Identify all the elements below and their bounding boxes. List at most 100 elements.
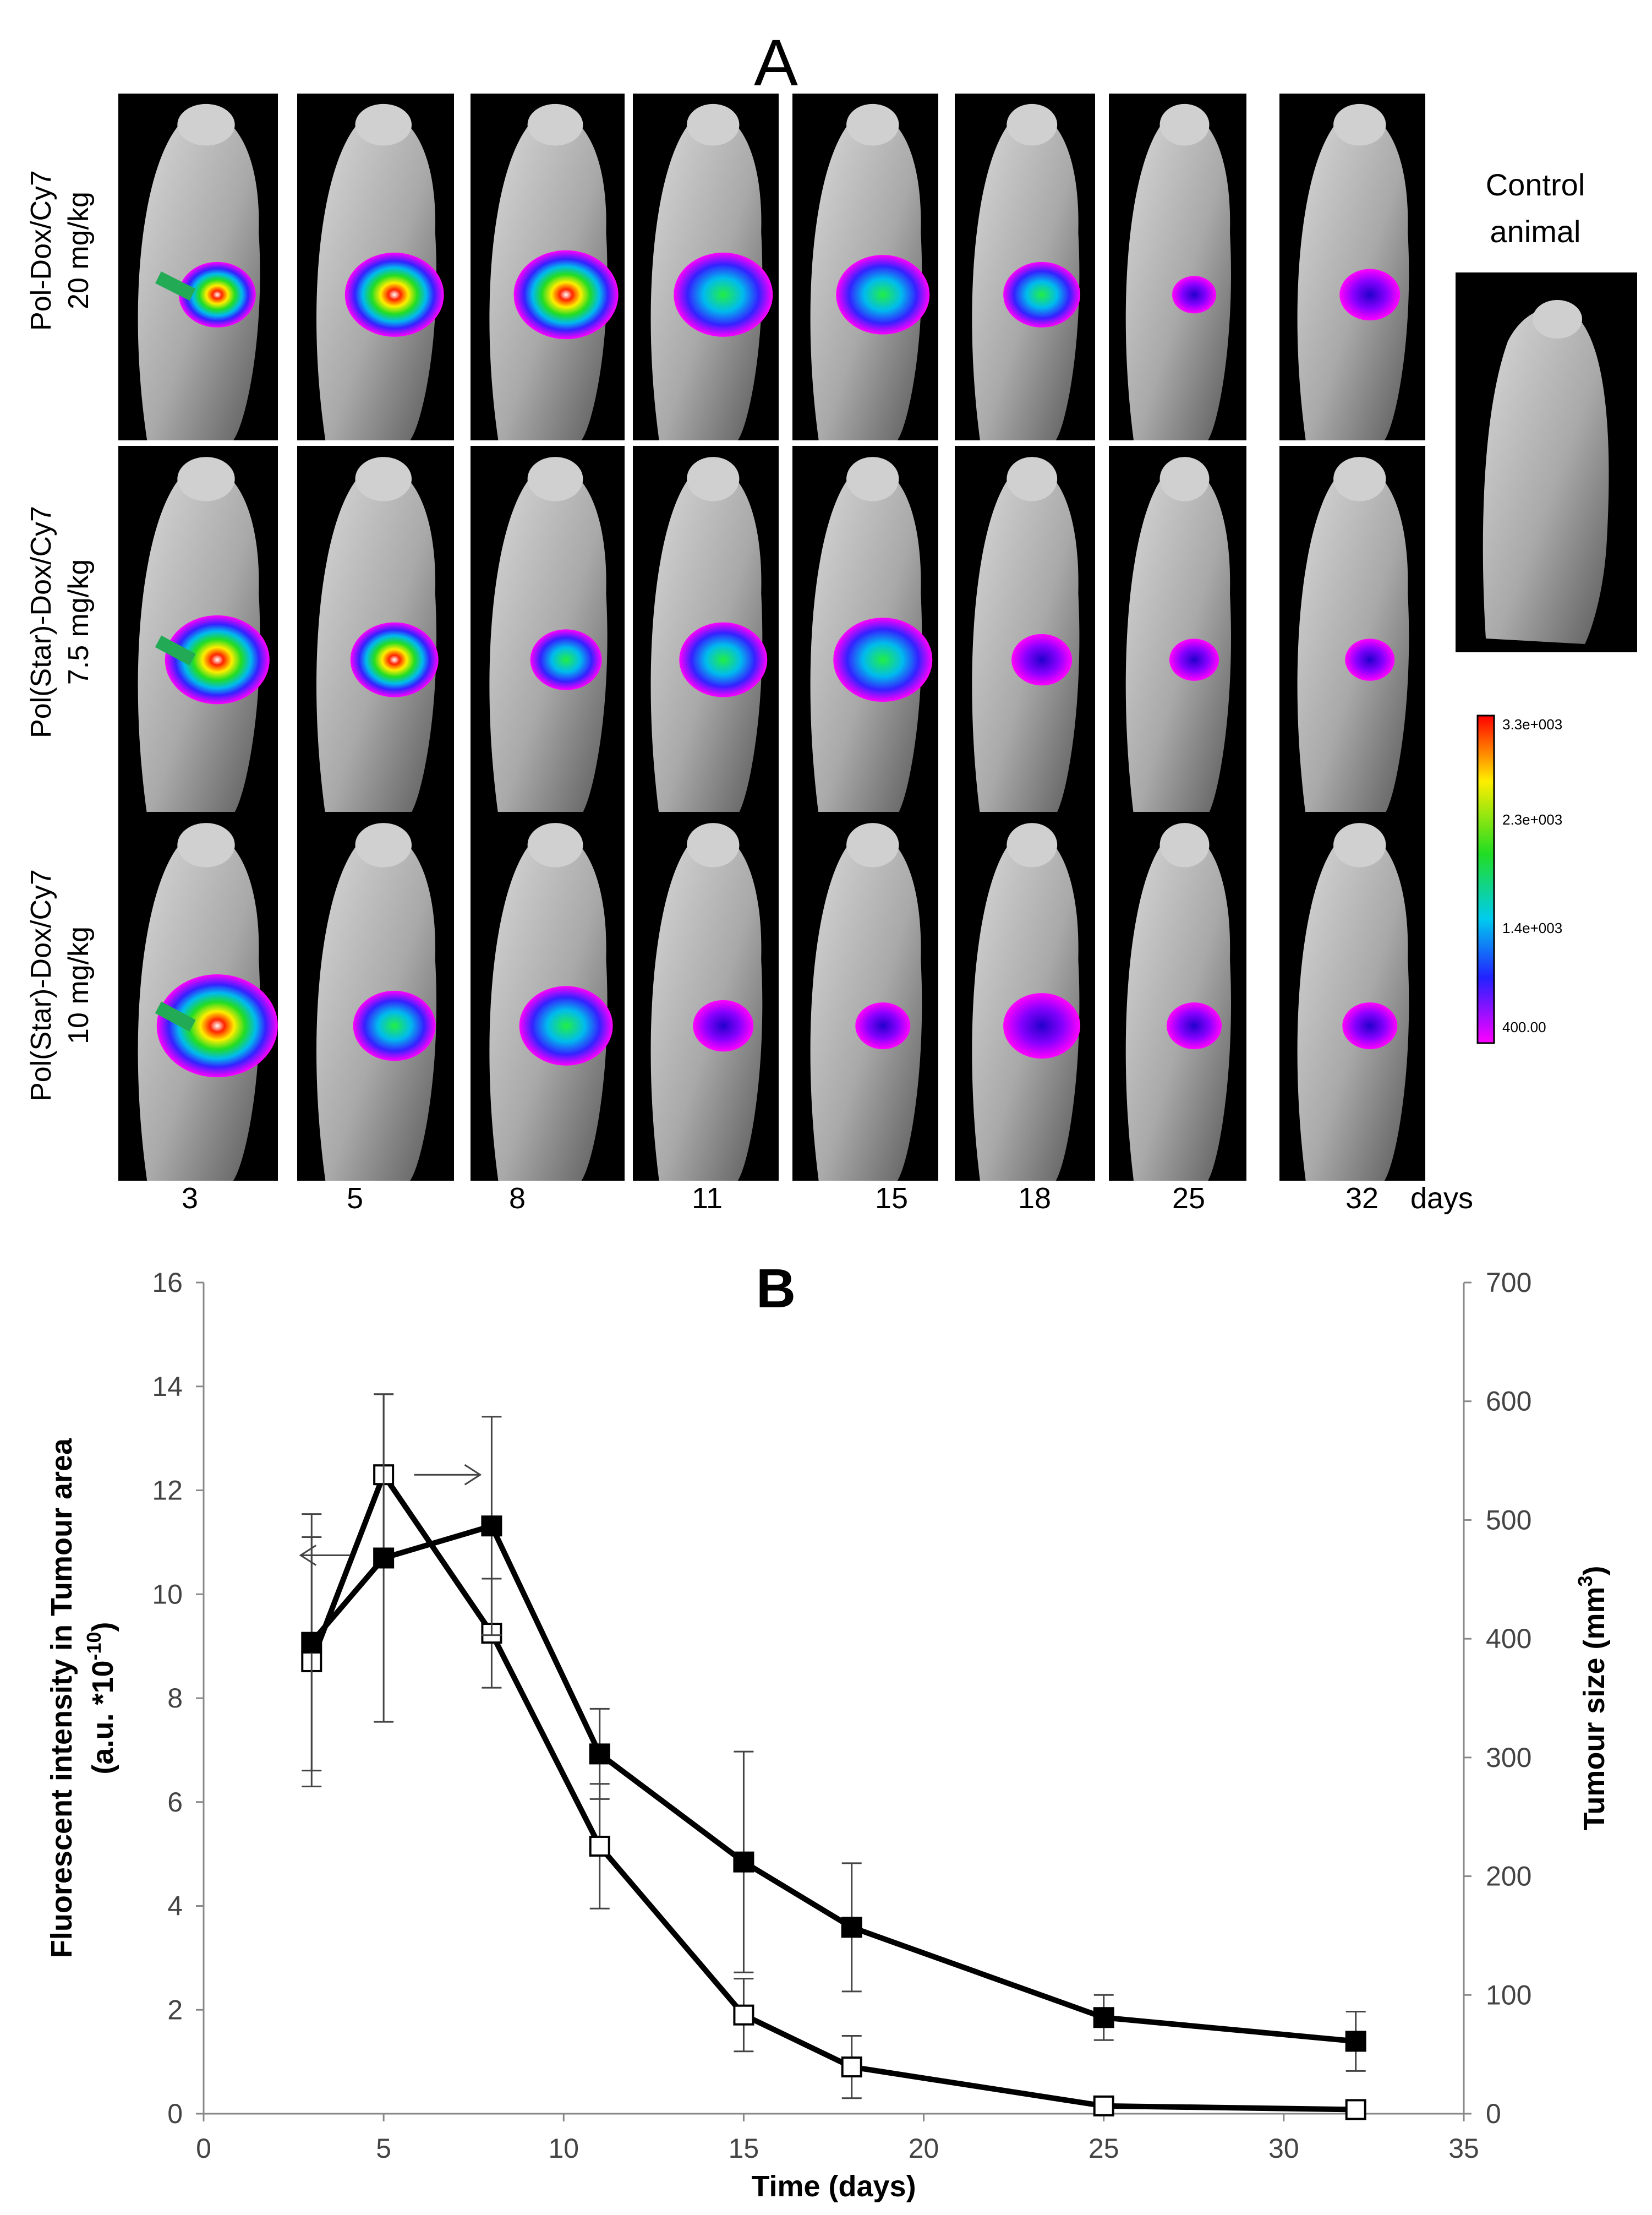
tumour-signal bbox=[1342, 1002, 1398, 1050]
axis-indicator-arrow-right bbox=[414, 1464, 482, 1486]
row-label-3-line1: Pol(Star)-Dox/Cy7 bbox=[25, 869, 57, 1101]
y-left-axis-units: (a.u. *10-10) bbox=[83, 1622, 119, 1774]
data-point-fluorescence bbox=[841, 2056, 862, 2078]
imaging-tile-r2-d18 bbox=[955, 446, 1095, 815]
imaging-tile-r1-d5 bbox=[297, 94, 454, 440]
tumour-signal bbox=[1167, 1002, 1222, 1050]
x-tick-label: 15 bbox=[729, 2133, 759, 2164]
tumour-signal bbox=[1003, 993, 1081, 1059]
colorbar: 3.3e+003 2.3e+003 1.4e+003 400.00 bbox=[1476, 714, 1562, 1044]
colorbar-label-2: 2.3e+003 bbox=[1502, 811, 1562, 828]
imaging-tile-r3-d25 bbox=[1109, 812, 1246, 1181]
y-left-tick-label: 4 bbox=[167, 1891, 183, 1922]
row-label-2-line1: Pol(Star)-Dox/Cy7 bbox=[25, 506, 57, 738]
x-axis-title: Time (days) bbox=[751, 2170, 916, 2203]
tumour-arrow bbox=[155, 271, 196, 301]
mouse-head bbox=[846, 103, 899, 146]
y-left-tick-label: 14 bbox=[152, 1371, 183, 1402]
y-right-tick-label: 100 bbox=[1486, 1979, 1531, 2010]
data-point-fluorescence bbox=[733, 2004, 754, 2026]
tumour-signal bbox=[833, 618, 933, 702]
mouse-head bbox=[355, 103, 412, 146]
mouse-head bbox=[527, 457, 583, 501]
mouse-head bbox=[177, 457, 235, 501]
tumour-signal bbox=[679, 622, 768, 697]
mouse-head bbox=[1333, 457, 1386, 501]
data-point-tumour-size bbox=[373, 1547, 395, 1569]
data-point-tumour-size bbox=[733, 1851, 754, 1873]
y-left-tick-label: 10 bbox=[152, 1579, 183, 1610]
data-point-tumour-size bbox=[589, 1743, 610, 1765]
mouse-silhouette bbox=[1125, 831, 1231, 1181]
y-left-tick-label: 2 bbox=[167, 1994, 183, 2025]
imaging-tile-r1-d15 bbox=[792, 94, 938, 440]
imaging-tile-r3-d8 bbox=[471, 812, 625, 1181]
y-right-tick-label: 700 bbox=[1486, 1267, 1531, 1298]
mouse-head bbox=[177, 823, 235, 868]
y-right-tick-label: 200 bbox=[1486, 1861, 1531, 1892]
tumour-signal bbox=[1003, 261, 1081, 328]
mouse-head bbox=[177, 103, 235, 146]
mouse-head bbox=[1006, 103, 1058, 146]
mouse-head bbox=[687, 823, 740, 868]
tumour-signal bbox=[353, 990, 436, 1061]
mouse-head bbox=[355, 457, 412, 501]
imaging-tile-r1-d11 bbox=[633, 94, 779, 440]
series-fluorescent-intensity bbox=[301, 1393, 1366, 2120]
mouse-silhouette bbox=[810, 831, 922, 1181]
imaging-tile-r3-d18 bbox=[955, 812, 1095, 1181]
day-label-18: 18 bbox=[1018, 1182, 1051, 1215]
imaging-tile-r1-d25 bbox=[1109, 94, 1246, 440]
tumour-signal bbox=[693, 1000, 754, 1052]
x-tick-label: 0 bbox=[196, 2133, 211, 2164]
row-label-3-line2: 10 mg/kg bbox=[63, 926, 95, 1044]
y-left-tick-label: 6 bbox=[167, 1787, 183, 1818]
data-point-tumour-size bbox=[481, 1515, 502, 1537]
imaging-tile-r3-d11 bbox=[633, 812, 779, 1181]
y-left-tick-label: 0 bbox=[167, 2098, 183, 2129]
panel-b-label: B bbox=[756, 1258, 796, 1319]
imaging-tile-r2-d3 bbox=[118, 446, 278, 815]
mouse-head bbox=[1006, 823, 1058, 868]
y-right-tick-label: 500 bbox=[1486, 1504, 1531, 1535]
imaging-tile-r1-d32 bbox=[1279, 94, 1425, 440]
data-point-fluorescence bbox=[589, 1835, 610, 1857]
mouse-silhouette bbox=[1297, 831, 1409, 1181]
x-tick-label: 30 bbox=[1268, 2133, 1299, 2164]
x-tick-label: 25 bbox=[1088, 2133, 1119, 2164]
tumour-signal bbox=[165, 615, 270, 705]
y-left-tick-label: 8 bbox=[167, 1683, 183, 1714]
row-label-1-line2: 20 mg/kg bbox=[63, 192, 95, 309]
x-tick-label: 35 bbox=[1448, 2133, 1479, 2164]
imaging-tile-r2-d8 bbox=[471, 446, 625, 815]
x-tick-label: 20 bbox=[909, 2133, 939, 2164]
days-unit-label: days bbox=[1410, 1182, 1473, 1215]
data-point-tumour-size bbox=[1093, 2007, 1114, 2028]
data-point-tumour-size bbox=[1345, 2031, 1366, 2052]
y-right-tick-label: 300 bbox=[1486, 1742, 1531, 1773]
imaging-tile-r1-d3 bbox=[118, 94, 278, 440]
day-label-15: 15 bbox=[875, 1182, 908, 1215]
imaging-tile-r3-d5 bbox=[297, 812, 454, 1181]
colorbar-label-min: 400.00 bbox=[1502, 1019, 1546, 1035]
imaging-tile-r2-d15 bbox=[792, 446, 938, 815]
tumour-signal bbox=[519, 986, 613, 1066]
control-label-line1: Control bbox=[1486, 167, 1585, 202]
day-label-3: 3 bbox=[182, 1182, 198, 1215]
data-point-tumour-size bbox=[301, 1632, 322, 1653]
mouse-head bbox=[846, 823, 899, 868]
tumour-signal bbox=[836, 255, 930, 335]
mouse-silhouette bbox=[1125, 465, 1231, 815]
x-tick-label: 10 bbox=[548, 2133, 579, 2164]
day-label-11: 11 bbox=[692, 1182, 723, 1215]
panel-a-label: A bbox=[754, 26, 798, 100]
tumour-signal bbox=[855, 1002, 911, 1050]
tumour-arrow bbox=[155, 635, 196, 666]
tumour-signal bbox=[344, 252, 444, 337]
y-left-tick-label: 12 bbox=[152, 1475, 183, 1506]
tumour-arrow bbox=[155, 1001, 196, 1032]
mouse-head bbox=[1333, 823, 1386, 868]
mouse-head bbox=[1159, 457, 1210, 501]
mouse-head bbox=[1333, 103, 1386, 146]
